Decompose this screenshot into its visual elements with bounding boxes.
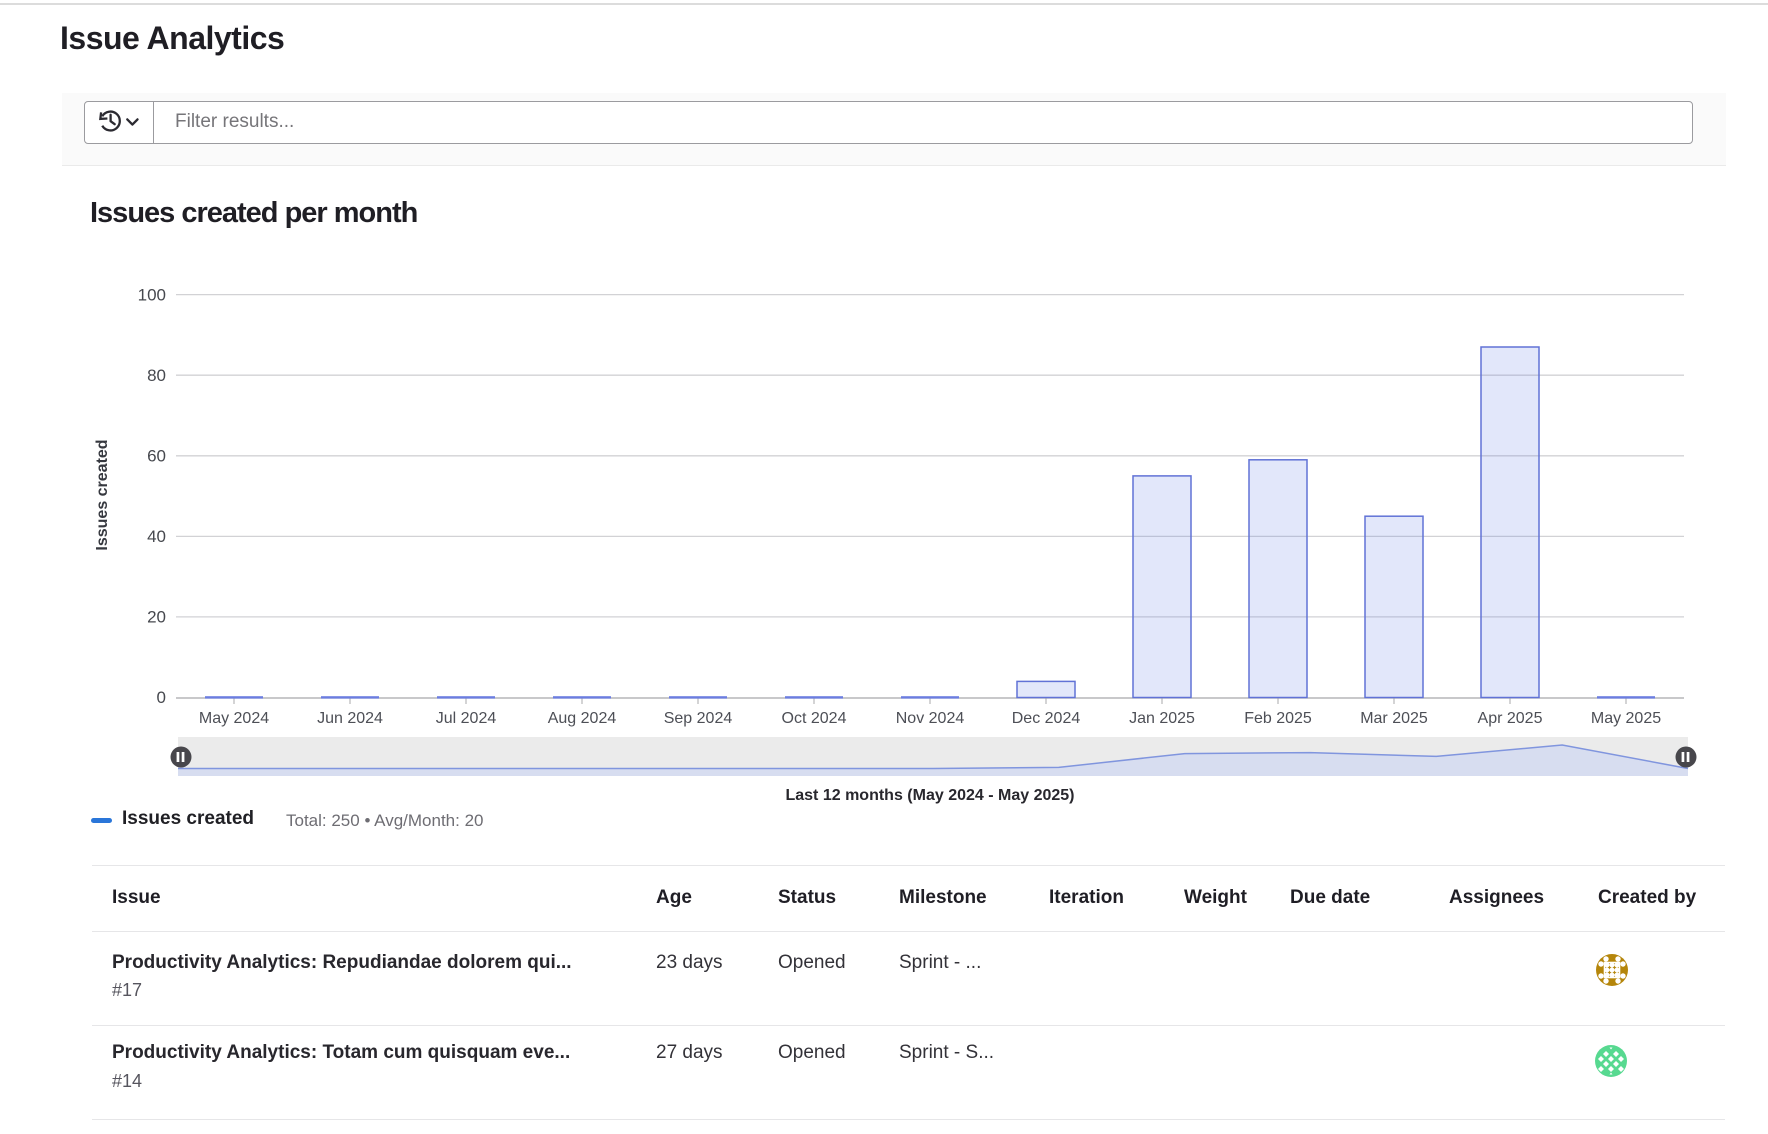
svg-text:Dec 2024: Dec 2024: [1012, 710, 1081, 727]
svg-text:May 2025: May 2025: [1591, 710, 1661, 727]
svg-text:40: 40: [147, 527, 166, 546]
svg-text:Sep 2024: Sep 2024: [664, 710, 733, 727]
svg-text:Nov 2024: Nov 2024: [896, 710, 965, 727]
svg-text:Jan 2025: Jan 2025: [1129, 710, 1195, 727]
svg-text:Jul 2024: Jul 2024: [436, 710, 497, 727]
svg-text:Last 12 months (May 2024 - May: Last 12 months (May 2024 - May 2025): [785, 787, 1074, 804]
svg-text:Feb 2025: Feb 2025: [1244, 710, 1312, 727]
svg-text:0: 0: [157, 688, 166, 707]
svg-text:Mar 2025: Mar 2025: [1360, 710, 1428, 727]
svg-text:60: 60: [147, 447, 166, 466]
svg-text:Jun 2024: Jun 2024: [317, 710, 383, 727]
svg-text:100: 100: [138, 285, 166, 304]
svg-text:May 2024: May 2024: [199, 710, 269, 727]
svg-text:80: 80: [147, 366, 166, 385]
svg-text:Apr 2025: Apr 2025: [1478, 710, 1543, 727]
svg-text:Aug 2024: Aug 2024: [548, 710, 617, 727]
svg-text:20: 20: [147, 608, 166, 627]
svg-text:Issues created: Issues created: [94, 439, 111, 550]
svg-text:Oct 2024: Oct 2024: [782, 710, 847, 727]
